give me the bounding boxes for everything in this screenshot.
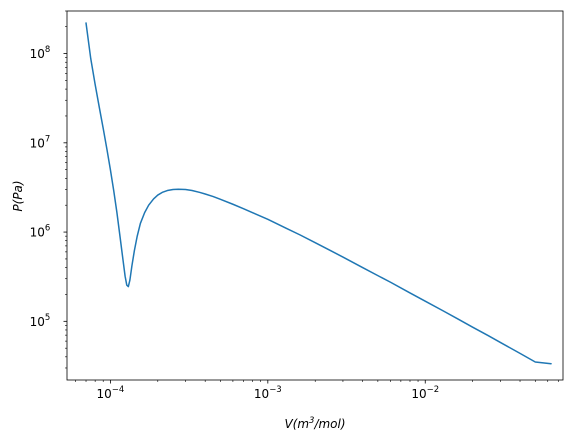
x-tick-label-base: 10 xyxy=(96,387,111,401)
y-tick-label-exp: 7 xyxy=(45,134,50,144)
x-tick-label-exp: −4 xyxy=(112,385,125,395)
y-tick-label-exp: 8 xyxy=(45,45,50,55)
y-tick-label: 108 xyxy=(30,45,51,61)
x-tick-label-exp: −3 xyxy=(269,385,282,395)
x-axis-label-sup: 3 xyxy=(309,416,314,426)
x-tick-label-base: 10 xyxy=(254,387,269,401)
y-tick-label-base: 10 xyxy=(30,226,45,240)
plot-background xyxy=(67,11,563,380)
x-tick-label-exp: −2 xyxy=(427,385,440,395)
y-axis-label: P(Pa) xyxy=(11,180,25,211)
y-tick-label: 105 xyxy=(30,313,51,329)
y-tick-label-base: 10 xyxy=(30,136,45,150)
x-axis-label: V(m3/mol) xyxy=(284,416,345,431)
y-tick-label-exp: 5 xyxy=(45,313,50,323)
x-tick-label: 10−4 xyxy=(96,385,124,401)
y-tick-label-exp: 6 xyxy=(45,224,50,234)
x-tick-label-base: 10 xyxy=(411,387,426,401)
series-line-0 xyxy=(85,22,552,365)
y-tick-label-base: 10 xyxy=(30,315,45,329)
x-axis-label-base: m xyxy=(297,417,309,431)
x-tick-label: 10−2 xyxy=(411,385,439,401)
y-tick-label: 106 xyxy=(30,224,51,240)
x-axis-label-pre: V( xyxy=(284,417,298,431)
y-tick-label-base: 10 xyxy=(30,47,45,61)
y-tick-label: 107 xyxy=(30,134,51,150)
plot-frame xyxy=(66,10,564,381)
series-layer xyxy=(85,22,552,365)
x-tick-label: 10−3 xyxy=(254,385,282,401)
x-axis-label-post: /mol) xyxy=(313,417,345,431)
y-axis-label-text: P(Pa) xyxy=(11,180,25,211)
